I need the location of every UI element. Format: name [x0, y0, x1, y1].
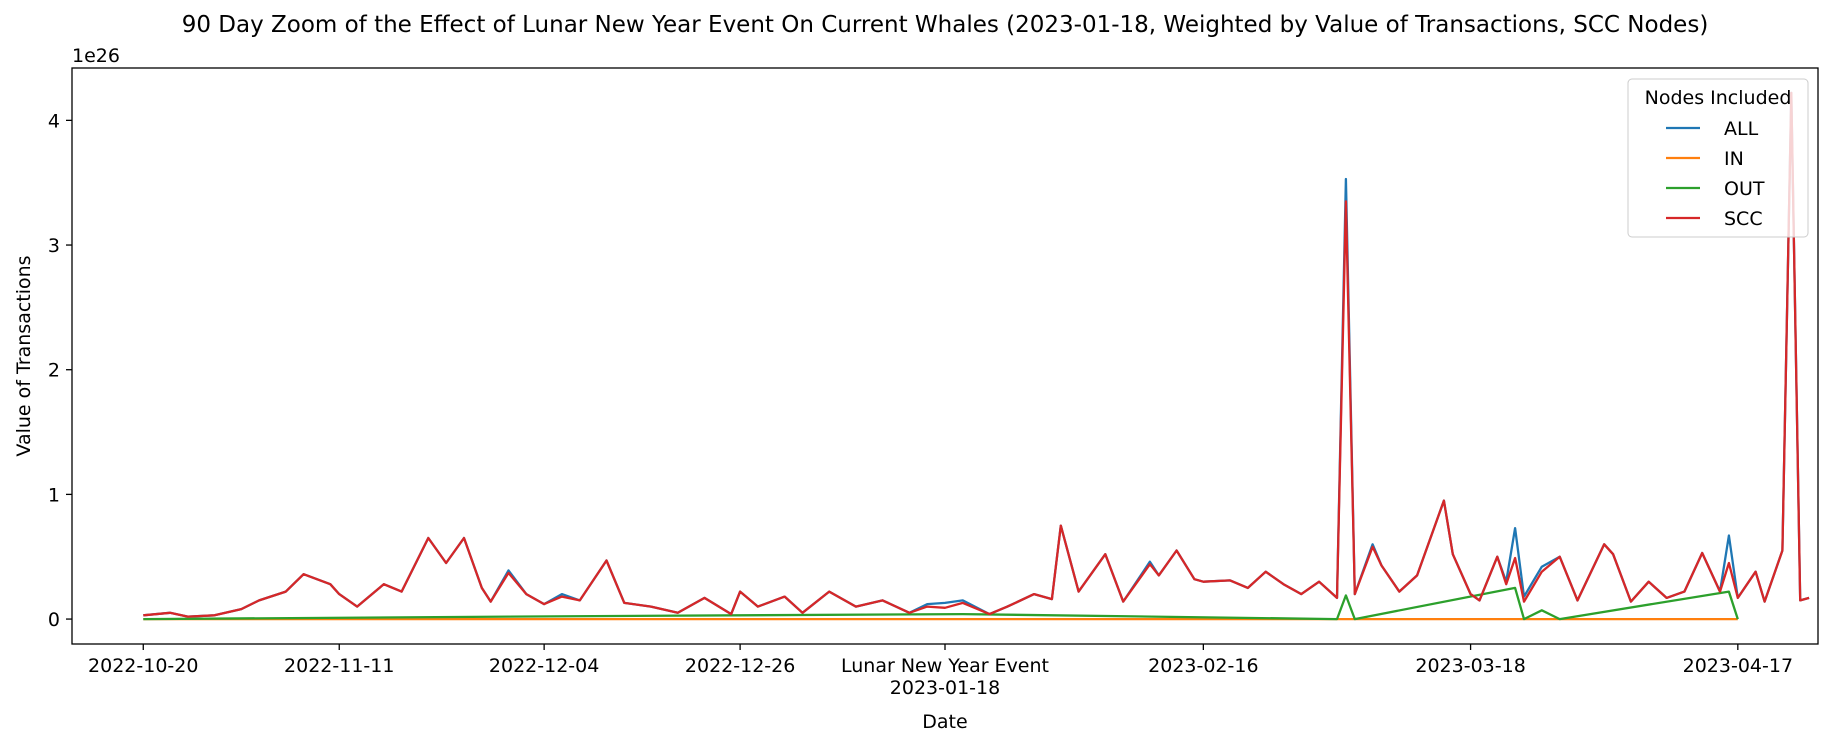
legend-items: ALL IN OUT SCC	[1666, 118, 1765, 230]
legend-label-all: ALL	[1724, 118, 1759, 140]
series-lines	[143, 91, 1810, 621]
x-tick-label: 2022-12-26	[685, 655, 795, 677]
y-tick-label: 3	[48, 235, 60, 257]
x-axis-ticks: 2022-10-20 2022-11-11 2022-12-04 2022-12-26…	[88, 644, 1793, 699]
legend-box	[1627, 78, 1809, 238]
series-line-all	[143, 91, 1810, 618]
x-tick-label: 2022-10-20	[88, 655, 198, 677]
x-axis-label: Date	[922, 711, 967, 733]
chart-title: 90 Day Zoom of the Effect of Lunar New Y…	[182, 12, 1709, 38]
x-tick-label: 2023-03-18	[1415, 655, 1525, 677]
y-axis-label: Value of Transactions	[13, 255, 35, 456]
x-tick-label: 2023-04-17	[1683, 655, 1793, 677]
legend-title: Nodes Included	[1645, 87, 1792, 109]
y-tick-label: 1	[48, 484, 60, 506]
x-tick-label: 2022-11-11	[284, 655, 394, 677]
legend-label-out: OUT	[1724, 178, 1765, 200]
legend-label-in: IN	[1724, 148, 1744, 170]
y-axis-offset-text: 1e26	[72, 45, 120, 67]
x-tick-label: 2022-12-04	[489, 655, 599, 677]
series-line-out	[143, 586, 1739, 621]
y-tick-label: 4	[48, 110, 60, 132]
y-axis-ticks: 0 1 2 3 4	[48, 110, 72, 631]
x-tick-label: 2023-02-16	[1148, 655, 1258, 677]
legend-label-scc: SCC	[1724, 208, 1763, 230]
y-tick-label: 0	[48, 609, 60, 631]
series-line-scc	[143, 91, 1810, 618]
legend: Nodes Included ALL IN OUT SCC	[1627, 78, 1809, 238]
x-tick-sublabel: 2023-01-18	[890, 677, 1000, 699]
x-tick-label: Lunar New Year Event	[841, 655, 1049, 677]
y-tick-label: 2	[48, 360, 60, 382]
